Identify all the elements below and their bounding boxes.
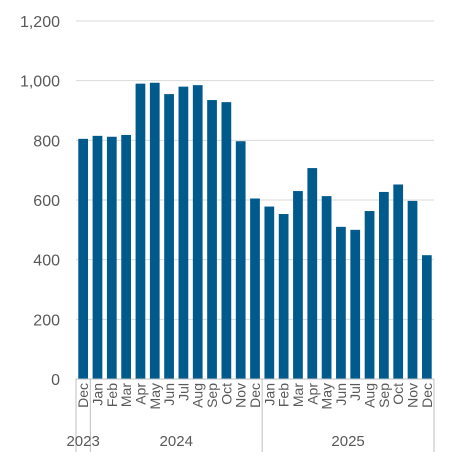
x-tick-label: Oct — [390, 383, 406, 405]
x-tick-label: Dec — [419, 383, 435, 408]
bar — [264, 206, 275, 379]
bar — [149, 82, 160, 379]
bar — [379, 191, 389, 379]
bar — [421, 255, 432, 379]
x-tick-label: Dec — [247, 383, 263, 408]
x-tick-label: Feb — [276, 383, 292, 407]
x-tick-label: Aug — [362, 383, 378, 408]
x-tick-label: May — [147, 383, 163, 409]
x-tick-label: Jan — [261, 383, 277, 406]
bar — [78, 138, 89, 379]
x-tick-label: Nov — [405, 383, 421, 408]
bar — [106, 136, 117, 379]
bar — [307, 168, 318, 379]
bar — [407, 200, 418, 379]
bar — [135, 83, 146, 380]
x-tick-label: Oct — [218, 383, 234, 405]
bar — [207, 100, 217, 379]
bar — [221, 102, 232, 379]
x-tick-label: Jun — [161, 383, 177, 406]
y-tick-label: 200 — [33, 312, 60, 329]
y-tick-label: 400 — [33, 253, 60, 270]
bar — [293, 191, 303, 379]
x-tick-label: Dec — [75, 383, 91, 408]
x-tick-label: Jun — [333, 383, 349, 406]
x-tick-label: May — [319, 383, 335, 409]
y-tick-label: 1,200 — [20, 14, 60, 31]
x-tick-label: Feb — [104, 383, 120, 407]
x-tick-label: Mar — [290, 383, 306, 407]
x-tick-label: Apr — [132, 383, 148, 405]
bar — [235, 141, 246, 379]
bar — [92, 135, 103, 379]
bar — [321, 196, 332, 379]
x-tick-label: Jul — [175, 383, 191, 401]
x-tick-label: Mar — [118, 383, 134, 407]
x-tick-label: Jan — [89, 383, 105, 406]
y-tick-label: 800 — [33, 133, 60, 150]
bar — [250, 198, 260, 379]
bar — [393, 184, 404, 379]
bar — [178, 86, 189, 379]
y-tick-label: 1,000 — [20, 74, 60, 91]
year-label: 2025 — [331, 433, 364, 450]
y-tick-label: 600 — [33, 193, 60, 210]
bar — [336, 226, 346, 379]
bar — [164, 94, 174, 379]
x-tick-label: Nov — [233, 383, 249, 408]
bar — [192, 85, 203, 380]
year-label: 2024 — [160, 433, 193, 450]
bar — [278, 214, 289, 379]
bar — [121, 134, 131, 379]
bar — [364, 211, 375, 379]
x-tick-label: Sep — [204, 383, 220, 408]
y-tick-label: 0 — [51, 372, 60, 389]
x-tick-label: Jul — [347, 383, 363, 401]
x-tick-label: Apr — [304, 383, 320, 405]
year-label: 2023 — [66, 433, 99, 450]
x-tick-label: Sep — [376, 383, 392, 408]
bar — [350, 229, 361, 379]
x-tick-label: Aug — [190, 383, 206, 408]
